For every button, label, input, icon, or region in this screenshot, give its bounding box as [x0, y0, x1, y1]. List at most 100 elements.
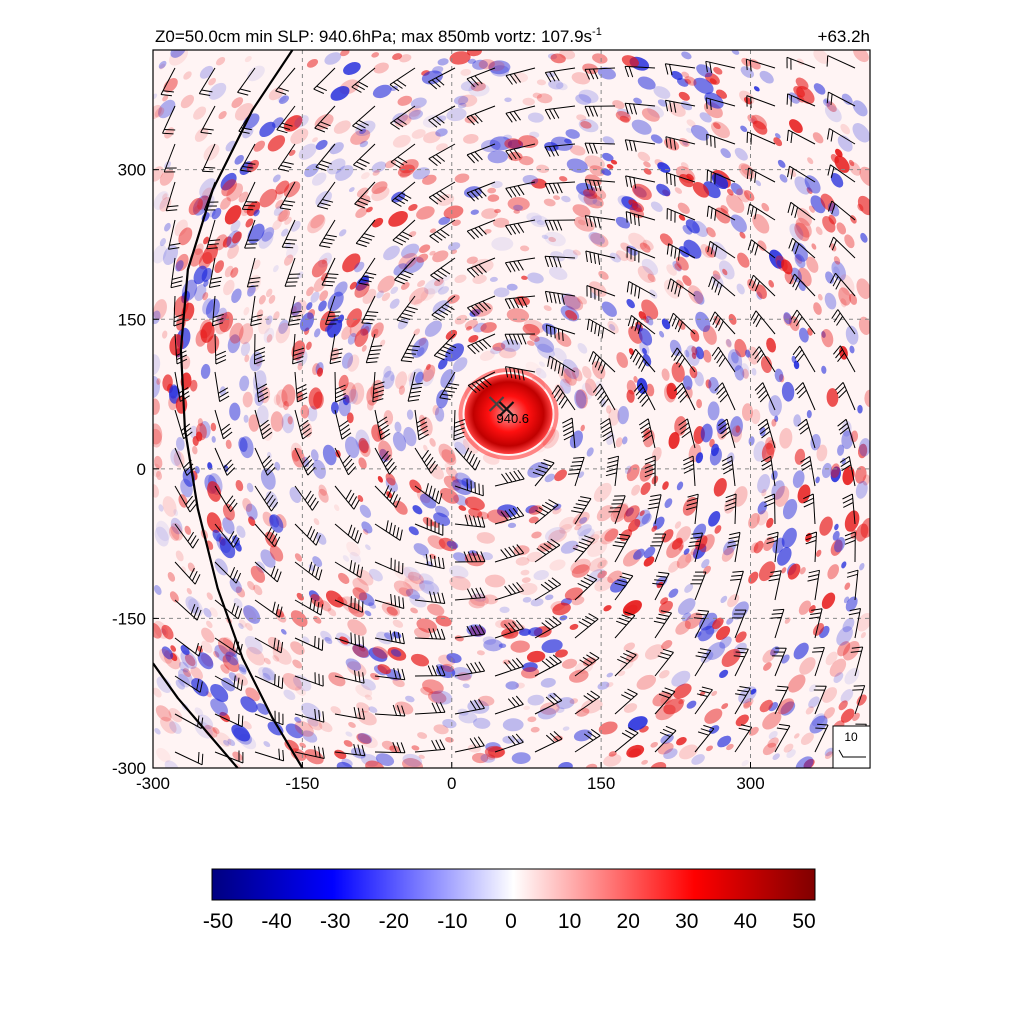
barb-flag [254, 347, 266, 352]
vorticity-cell [531, 531, 542, 539]
vorticity-cell [239, 375, 250, 392]
vorticity-cell [592, 53, 608, 64]
vorticity-cell [829, 658, 847, 677]
vorticity-cell [859, 166, 870, 187]
vorticity-cell [488, 746, 506, 758]
vorticity-cell [602, 152, 614, 162]
vorticity-cell [174, 219, 188, 237]
vorticity-cell [391, 191, 406, 203]
vorticity-cell [195, 423, 207, 441]
vorticity-cell [401, 243, 420, 259]
vorticity-cell [661, 529, 674, 543]
vorticity-cell [852, 100, 868, 117]
barb-shaft [214, 447, 228, 476]
vorticity-cell [250, 565, 266, 583]
vorticity-cell [319, 290, 329, 302]
vorticity-cell [719, 669, 729, 679]
vorticity-cell [466, 256, 478, 264]
vorticity-cell [234, 542, 242, 552]
vorticity-cell [783, 312, 792, 325]
vorticity-cell [668, 588, 679, 598]
vorticity-cell [220, 664, 230, 674]
vorticity-cell [253, 209, 260, 217]
vorticity-cell [628, 518, 641, 532]
vorticity-cell [689, 366, 698, 379]
vorticity-cell [221, 179, 237, 197]
vorticity-cell [479, 350, 495, 362]
vorticity-cell [169, 526, 180, 541]
vorticity-cell [662, 481, 669, 490]
vorticity-cell [598, 721, 618, 735]
vorticity-cell [661, 318, 671, 330]
wind-barb [203, 181, 219, 211]
vorticity-cell [307, 718, 323, 731]
barb-flag [193, 606, 199, 618]
vorticity-cell [638, 328, 653, 346]
barb-shaft [174, 409, 185, 439]
vorticity-cell [347, 354, 360, 372]
barb-shaft [239, 143, 256, 171]
vorticity-field [153, 50, 870, 768]
vorticity-cell [420, 493, 437, 509]
barb-flag [233, 675, 236, 687]
vorticity-cell [446, 540, 459, 549]
vorticity-cell [526, 340, 535, 346]
vorticity-cell [202, 244, 218, 264]
vorticity-cell [162, 95, 169, 102]
vorticity-cell [527, 694, 545, 706]
vorticity-cell [663, 698, 684, 715]
colorbar-tick-label: 30 [675, 910, 698, 933]
vorticity-cell [417, 732, 428, 739]
wind-barb [214, 675, 244, 692]
vorticity-cell [423, 444, 428, 451]
barb-flag [314, 635, 316, 648]
vorticity-cell [195, 329, 208, 347]
vorticity-cell [471, 258, 494, 274]
wind-barb [238, 105, 256, 134]
vorticity-cell [294, 553, 303, 562]
vorticity-cell [522, 662, 538, 673]
vorticity-cell [209, 607, 218, 618]
vorticity-cell [390, 649, 402, 657]
barb-flag [714, 136, 716, 148]
barb-shaft [165, 181, 176, 211]
vorticity-cell [487, 187, 497, 194]
vorticity-cell [549, 559, 566, 571]
vorticity-cell [449, 565, 469, 579]
vorticity-cell [794, 733, 800, 739]
vorticity-cell [681, 612, 692, 622]
vorticity-cell [519, 155, 534, 166]
vorticity-cell [556, 697, 575, 710]
vorticity-cell [835, 148, 843, 158]
vorticity-cell [385, 473, 396, 486]
vorticity-cell [534, 336, 555, 353]
vorticity-cell [184, 654, 196, 667]
vorticity-cell [238, 619, 247, 628]
vorticity-cell [392, 112, 409, 124]
vorticity-cell [243, 307, 250, 316]
wind-barbs [160, 55, 867, 766]
barb-shaft [214, 409, 224, 439]
vorticity-cell [441, 663, 455, 672]
vorticity-cell [416, 347, 425, 357]
vorticity-cell [201, 267, 212, 282]
barb-flag [204, 166, 216, 169]
barb-flag [218, 387, 229, 394]
vorticity-cell [576, 114, 587, 122]
vorticity-cell [840, 298, 847, 308]
vorticity-cell [299, 742, 307, 749]
vorticity-cell [753, 540, 764, 554]
barb-flag [196, 679, 200, 691]
colorbar: -50 -40 -30 -20 -10 0 10 20 30 40 50 [203, 868, 816, 933]
vorticity-cell [844, 510, 860, 532]
vorticity-cell [159, 196, 172, 212]
vorticity-cell [511, 72, 528, 83]
barb-flag [199, 93, 211, 96]
vorticity-cell [859, 438, 870, 457]
vorticity-cell [356, 702, 370, 713]
vorticity-cell [726, 617, 734, 625]
vorticity-cell [159, 63, 166, 70]
barb-shaft [214, 675, 242, 692]
vorticity-cell [606, 672, 614, 678]
wind-barb [174, 751, 204, 766]
